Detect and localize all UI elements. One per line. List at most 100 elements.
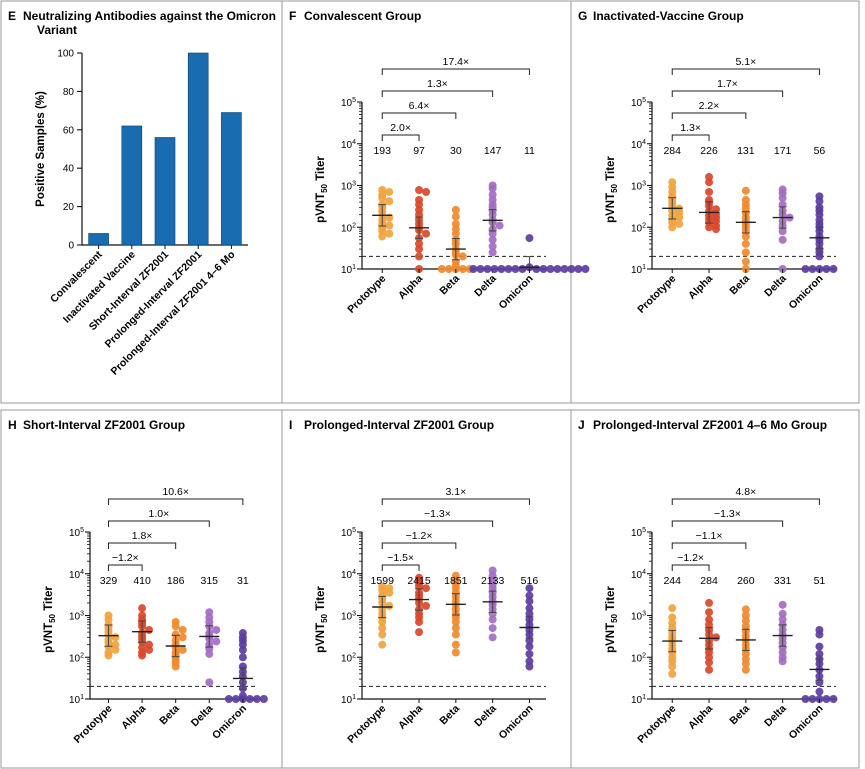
y-axis-title-sub: 50	[320, 183, 329, 192]
data-point	[668, 662, 677, 671]
data-point	[451, 630, 460, 639]
data-point	[422, 601, 431, 610]
y-tick-exponent: 2	[352, 222, 356, 229]
gmt-label: 226	[700, 145, 718, 157]
y-axis-title: pVNT50 Titer	[605, 156, 619, 223]
panel-i: I Prolonged-Interval ZF2001 Group10110210…	[289, 418, 546, 746]
y-tick-base: 10	[631, 695, 643, 706]
y-tick-label: 102	[631, 652, 646, 664]
y-tick-label: 105	[631, 527, 646, 539]
data-point	[385, 197, 394, 206]
data-point	[815, 630, 824, 639]
y-tick-base: 10	[69, 570, 81, 581]
data-point	[138, 604, 147, 613]
panel-title: Prolonged-Interval ZF2001 4–6 Mo Group	[593, 418, 827, 432]
data-point	[385, 229, 394, 238]
y-tick-base: 10	[341, 528, 353, 539]
data-point	[518, 265, 527, 273]
panel-e: E Neutralizing Antibodies against the Omi…	[8, 9, 276, 378]
y-tick-exponent: 5	[642, 527, 646, 534]
category-label: Delta	[472, 273, 499, 300]
data-point	[415, 582, 424, 591]
data-point	[668, 613, 677, 622]
data-point	[712, 225, 721, 234]
y-tick-base: 10	[69, 695, 81, 706]
panel-letter: E	[8, 9, 16, 23]
data-point	[741, 257, 750, 266]
category-label: Beta	[437, 703, 462, 728]
y-tick-label: 103	[631, 611, 646, 623]
y-tick-label: 102	[341, 652, 356, 664]
data-point	[741, 239, 750, 248]
data-point	[668, 223, 677, 232]
fold-change-label: −1.2×	[677, 552, 704, 564]
y-tick-exponent: 1	[352, 264, 356, 271]
data-point	[822, 265, 831, 273]
y-tick-exponent: 3	[352, 181, 356, 188]
data-point	[111, 633, 120, 642]
y-tick-exponent: 4	[80, 569, 84, 576]
data-point	[378, 194, 387, 203]
y-tick-base: 10	[341, 570, 353, 581]
data-point	[252, 695, 261, 703]
gmt-label: 244	[663, 575, 681, 587]
y-axis-title-tail: Titer	[43, 586, 55, 614]
data-point	[741, 248, 750, 257]
fold-change-label: −1.2×	[406, 530, 433, 542]
y-tick-base: 10	[341, 182, 353, 193]
data-point	[525, 591, 534, 600]
data-point	[458, 252, 467, 261]
comparison-bracket	[381, 520, 494, 527]
y-tick-exponent: 5	[642, 97, 646, 104]
y-tick-label: 104	[341, 569, 356, 581]
panel-letter: H	[8, 418, 17, 432]
y-tick-exponent: 5	[352, 97, 356, 104]
data-point	[808, 695, 817, 703]
panel-frame-j	[570, 409, 860, 769]
category-label: Alpha	[396, 703, 425, 732]
category-label: Omicron	[210, 703, 249, 742]
y-axis-title-tail: Titer	[605, 156, 617, 184]
data-point	[525, 609, 534, 618]
data-point	[415, 252, 424, 261]
y-axis-title-sub: 50	[610, 613, 619, 622]
data-point	[451, 624, 460, 633]
y-tick-exponent: 3	[642, 611, 646, 618]
comparison-bracket	[107, 520, 210, 527]
y-axis-title-tail: Titer	[315, 156, 327, 184]
data-point	[675, 213, 684, 222]
data-point	[415, 245, 424, 254]
comparison-bracket	[381, 498, 530, 505]
comparison-bracket	[107, 542, 177, 549]
y-axis-title: pVNT50 Titer	[605, 586, 619, 653]
category-label: Prolonged-Interval ZF2001 4–6 Mo	[109, 249, 238, 378]
data-point	[488, 633, 497, 642]
y-tick-label: 102	[341, 222, 356, 234]
fold-change-label: −1.5×	[387, 552, 414, 564]
data-point	[511, 265, 520, 273]
data-point	[415, 186, 424, 195]
y-axis-title: pVNT50 Titer	[315, 156, 329, 223]
data-point	[212, 637, 221, 646]
data-point	[705, 665, 714, 674]
data-point	[553, 265, 562, 273]
y-tick-label: 104	[69, 569, 84, 581]
y-tick-label: 105	[631, 97, 646, 109]
data-point	[741, 659, 750, 668]
y-axis-title: Positive Samples (%)	[35, 91, 47, 207]
data-point	[829, 695, 838, 703]
data-point	[145, 645, 154, 654]
category-label: Prototype	[345, 273, 388, 316]
y-tick-base: 10	[631, 223, 643, 234]
gmt-label: 171	[774, 145, 792, 157]
bar-4	[187, 52, 209, 246]
y-tick-base: 10	[341, 612, 353, 623]
panel-letter: J	[578, 418, 585, 432]
comparison-bracket	[671, 564, 710, 571]
gmt-label: 284	[700, 575, 718, 587]
fold-change-label: −1.1×	[696, 530, 723, 542]
y-tick-base: 10	[631, 265, 643, 276]
y-axis-title-tail: Titer	[315, 586, 327, 614]
data-point	[451, 617, 460, 626]
